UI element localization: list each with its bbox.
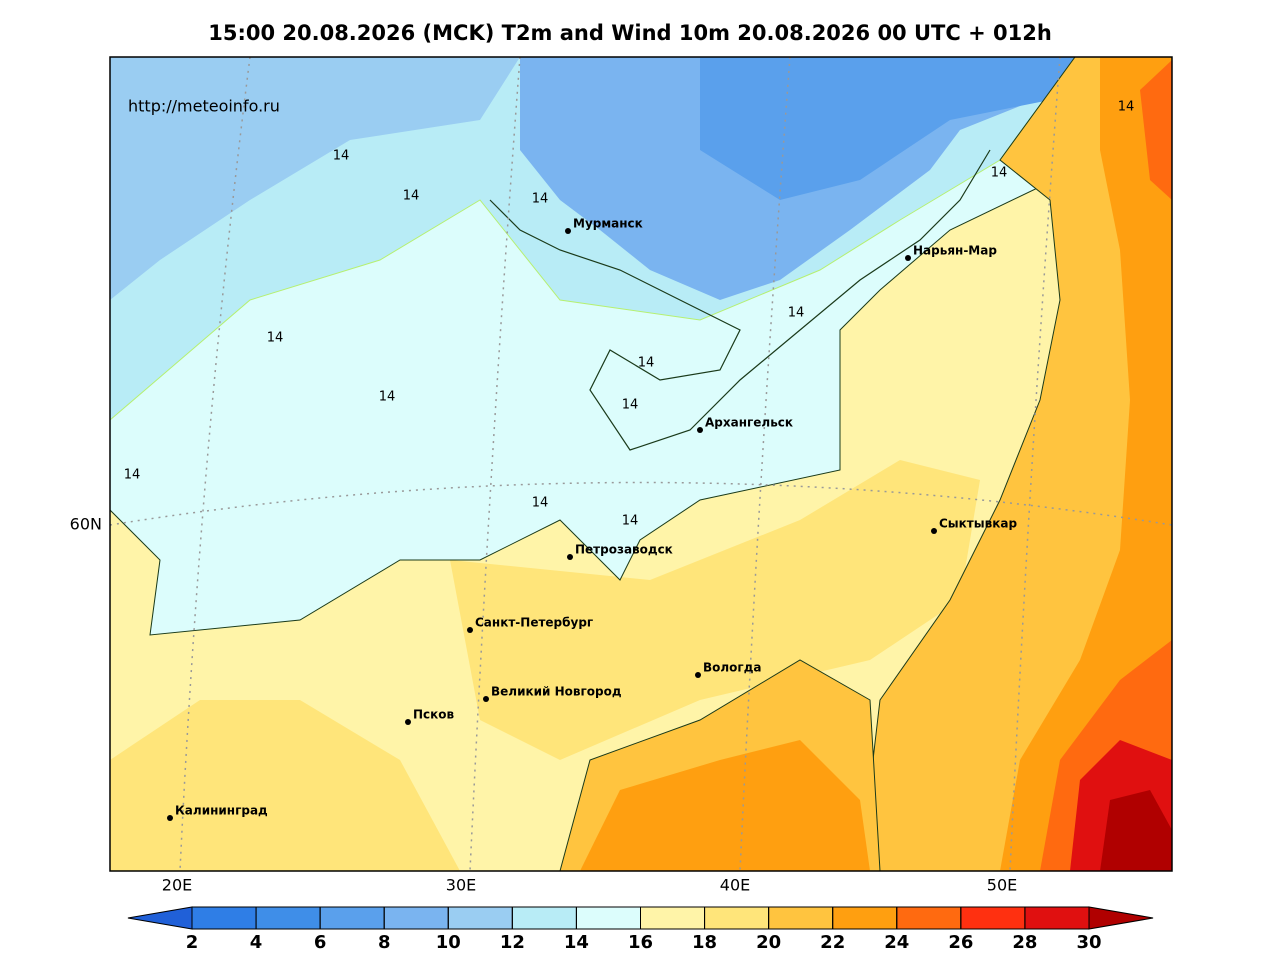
city-label: Санкт-Петербург (475, 616, 593, 630)
city-dot (697, 427, 703, 433)
longitude-label: 20E (162, 876, 192, 895)
city-dot (167, 815, 173, 821)
city-dot (905, 255, 911, 261)
colorbar-box (383, 906, 449, 930)
longitude-label: 50E (987, 876, 1017, 895)
contour-label: 14 (379, 390, 396, 405)
city-dot (931, 528, 937, 534)
colorbar-box (447, 906, 513, 930)
colorbar-extend-low (127, 906, 193, 930)
colorbar-extend-high (1088, 906, 1154, 930)
colorbar-tick-label: 12 (500, 932, 525, 953)
colorbar-tick-label: 14 (564, 932, 589, 953)
contour-label: 14 (403, 189, 420, 204)
colorbar-tick-label: 30 (1076, 932, 1101, 953)
city-label: Великий Новгород (491, 685, 622, 699)
map-frame (109, 56, 1173, 872)
colorbar-box (255, 906, 321, 930)
graticule (110, 481, 1172, 526)
colorbar-tick-label: 18 (692, 932, 717, 953)
contour-label: 14 (267, 331, 284, 346)
city-label: Петрозаводск (575, 543, 673, 557)
labels: Мурманск Нарьян-Мар Архангельск Сыктывкар Пе… (70, 100, 1135, 895)
field-10-12 (110, 57, 520, 300)
latitude-label: 60N (70, 515, 102, 534)
field-above-30 (1100, 790, 1172, 871)
colorbar-tick-label: 8 (378, 932, 391, 953)
colorbar-box (768, 906, 834, 930)
colorbar-box (319, 906, 385, 930)
city-label: Псков (413, 708, 455, 722)
city-label: Нарьян-Мар (913, 244, 997, 258)
city-label: Архангельск (705, 416, 793, 430)
colorbar-box (640, 906, 706, 930)
colorbar-box (704, 906, 770, 930)
graticule (1009, 57, 1061, 871)
city-dot (695, 672, 701, 678)
colorbar-tick-label: 28 (1012, 932, 1037, 953)
colorbar-box (832, 906, 898, 930)
colorbar-tick-label: 2 (186, 932, 199, 953)
colorbar-tick-label: 10 (436, 932, 461, 953)
contour-label: 14 (333, 149, 350, 164)
coastline (489, 149, 991, 451)
map-title: 15:00 20.08.2026 (MCK) T2m and Wind 10m … (208, 21, 1052, 45)
field-22-24 (1000, 57, 1172, 871)
city-label: Мурманск (573, 217, 643, 231)
city-label: Калининград (175, 804, 268, 818)
field-22-24 (580, 740, 870, 871)
contour-label: 14 (532, 496, 549, 511)
city-label: Сыктывкар (939, 517, 1017, 531)
temperature-field (110, 57, 1172, 871)
colorbar-tick-label: 6 (314, 932, 327, 953)
colorbar-box (896, 906, 962, 930)
colorbar-box (960, 906, 1026, 930)
city-dot (467, 627, 473, 633)
city-dot (405, 719, 411, 725)
colorbar: 2 4 6 8 10 12 14 16 18 20 22 24 26 28 30 (127, 906, 1154, 953)
field-24-26 (1140, 60, 1172, 200)
colorbar-tick-label: 22 (820, 932, 845, 953)
city-dot (483, 696, 489, 702)
contour-label: 14 (622, 514, 639, 529)
longitude-label: 30E (446, 876, 476, 895)
field-18-20 (450, 460, 980, 760)
contour-label: 14 (1118, 100, 1135, 115)
city-dot (565, 228, 571, 234)
colorbar-tick-label: 20 (756, 932, 781, 953)
longitude-label: 40E (720, 876, 750, 895)
colorbar-box (191, 906, 257, 930)
source-url: http://meteoinfo.ru (128, 97, 280, 116)
contour-label: 14 (124, 468, 141, 483)
contour-label: 14 (638, 356, 655, 371)
contour-label: 14 (991, 166, 1008, 181)
colorbar-box (511, 906, 577, 930)
field-18-20 (110, 700, 460, 871)
contour-label: 14 (622, 398, 639, 413)
colorbar-tick-label: 26 (948, 932, 973, 953)
contour-label: 14 (532, 192, 549, 207)
colorbar-tick-label: 4 (250, 932, 263, 953)
graticule (469, 57, 521, 871)
colorbar-tick-label: 16 (628, 932, 653, 953)
graticule (739, 57, 791, 871)
field-6-8 (700, 57, 1075, 200)
contour-label: 14 (788, 306, 805, 321)
colorbar-tick-label: 24 (884, 932, 909, 953)
city-dot (567, 554, 573, 560)
colorbar-box (575, 906, 642, 930)
colorbar-box (1024, 906, 1090, 930)
city-label: Вологда (703, 661, 761, 675)
